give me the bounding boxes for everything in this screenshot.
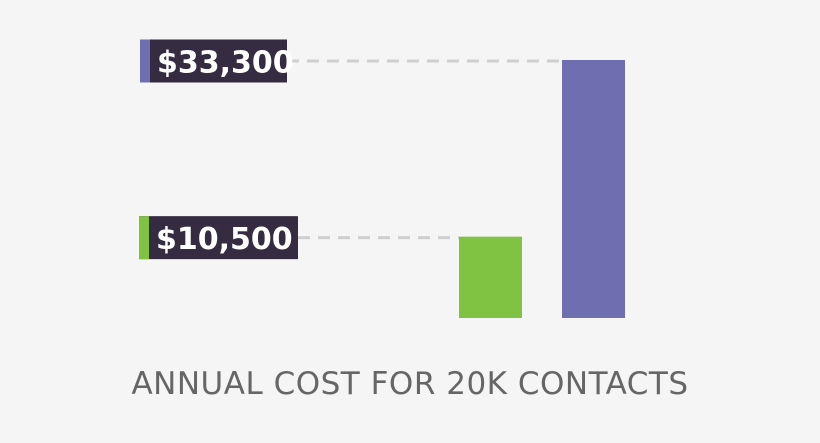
data-label: $33,300 [157,46,294,81]
bar [562,60,625,318]
bar [459,236,522,318]
data-label: $10,500 [156,222,293,257]
chart-title: ANNUAL COST FOR 20K CONTACTS [131,366,689,402]
data-label-box [140,39,287,83]
data-label-stripe [140,39,150,83]
data-label-box [139,216,298,260]
data-label-stripe [139,216,149,260]
